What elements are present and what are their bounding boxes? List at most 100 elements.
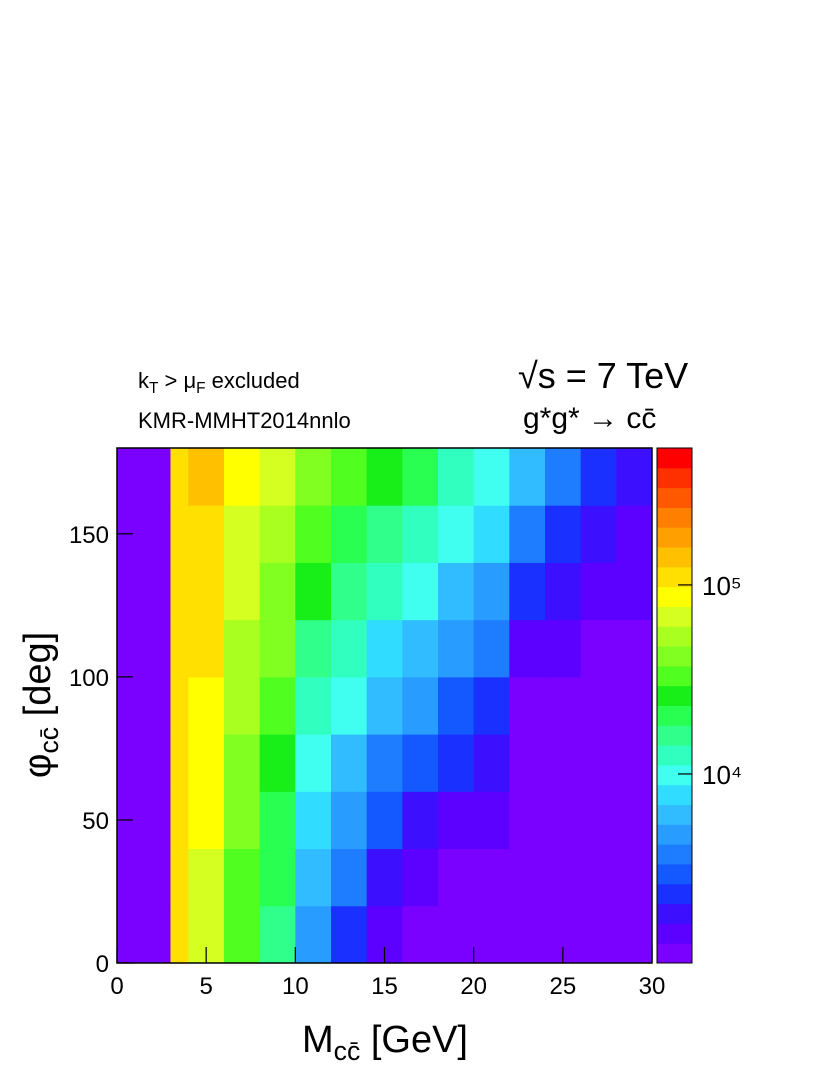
heatmap-cell [224,619,261,678]
heatmap-cell [331,448,368,506]
heatmap-cell [259,905,296,964]
heatmap-cell [473,734,510,792]
heatmap-cell [366,619,403,678]
heatmap-cell [402,905,439,964]
heatmap-cell [402,791,439,850]
heatmap-cell [188,676,225,735]
heatmap-cell [331,734,368,792]
colorbar-band [657,566,692,588]
heatmap-cell [509,791,546,850]
heatmap-cell [616,791,653,850]
heatmap-cell [616,505,653,563]
annotation-part: F [196,380,205,397]
heatmap-cell [224,562,261,621]
colorbar-band [657,745,692,766]
heatmap-cell [545,505,582,563]
heatmap-cell [259,734,296,792]
colorbar-band [657,467,692,489]
colorbar-band [657,527,692,548]
heatmap-cell [580,562,617,621]
heatmap-cell [117,562,171,621]
heatmap-cell [580,505,617,563]
heatmap-cell [295,905,332,964]
heatmap-cell [188,848,225,907]
heatmap-cell [295,848,332,907]
colorbar-band [657,626,692,647]
annotation-part: k [138,368,150,393]
heatmap-cell [224,791,261,850]
colorbar-band [657,883,692,905]
colorbar-band [657,685,692,706]
heatmap-cell [545,619,582,678]
x-tick-label: 10 [282,973,309,1000]
y-axis-label-part: φ [17,754,59,779]
heatmap-cell [473,448,510,506]
heatmap-cell [616,905,653,964]
heatmap-cell [616,562,653,621]
colorbar-band [657,547,692,568]
y-axis-label-part: cc̄ [34,727,64,754]
heatmap-cell [259,848,296,907]
x-tick-label: 30 [639,973,666,1000]
y-tick-label: 0 [96,951,109,978]
annotation: KMR-MMHT2014nnlo [138,408,351,433]
heatmap-cell [545,848,582,907]
heatmap-cell [545,734,582,792]
heatmap-cell [170,562,189,621]
colorbar-band [657,863,692,885]
heatmap-cell [224,848,261,907]
heatmap-cell [616,848,653,907]
heatmap-cell [509,734,546,792]
heatmap-cell [509,848,546,907]
heatmap-cell [188,505,225,563]
x-tick-label: 0 [110,973,123,1000]
heatmap-cell [366,448,403,506]
heatmap-cell [295,676,332,735]
y-tick-label: 50 [82,808,109,835]
heatmap-cell [188,734,225,792]
heatmap-cell [331,676,368,735]
heatmap-cell [545,676,582,735]
annotation: g*g* → cc̄ [523,402,656,435]
x-axis-label-part: [GeV] [360,1019,468,1061]
colorbar-band [657,507,692,528]
annotation: √s = 7 TeV [518,355,688,396]
annotation-part: √s = 7 TeV [518,355,688,396]
heatmap-cell [438,562,475,621]
heatmap-cell [438,448,475,506]
heatmap-cell [616,448,653,506]
heatmap-cell [170,734,189,792]
colorbar-band [657,824,692,845]
colorbar-band [657,606,692,627]
colorbar-band [657,705,692,726]
heatmap-cell [509,562,546,621]
heatmap-cell [331,562,368,621]
heatmap-cell [545,448,582,506]
heatmap-cell [224,676,261,735]
heatmap-cell [473,848,510,907]
heatmap-cell [473,619,510,678]
heatmap-cell [117,905,171,964]
heatmap-cell [170,791,189,850]
x-tick-label: 15 [371,973,398,1000]
heatmap-cell [473,791,510,850]
annotation: kT > μF excluded [138,368,300,397]
colorbar-tick-label: 10⁵ [702,571,742,601]
heatmap-cell [402,848,439,907]
heatmap-cell [170,448,189,506]
heatmap-cell [170,905,189,964]
heatmap-cell [545,562,582,621]
heatmap-cell [509,505,546,563]
heatmap-cell [580,734,617,792]
heatmap-cell [366,505,403,563]
y-tick-label: 100 [69,665,109,692]
heatmap-cell [295,619,332,678]
heatmap-cell [331,905,368,964]
heatmap-cell [117,848,171,907]
colorbar-band [657,923,692,944]
heatmap-cell [366,562,403,621]
heatmap-cell [616,734,653,792]
x-tick-label: 20 [460,973,487,1000]
y-tick-label: 150 [69,522,109,549]
heatmap-cell [473,505,510,563]
